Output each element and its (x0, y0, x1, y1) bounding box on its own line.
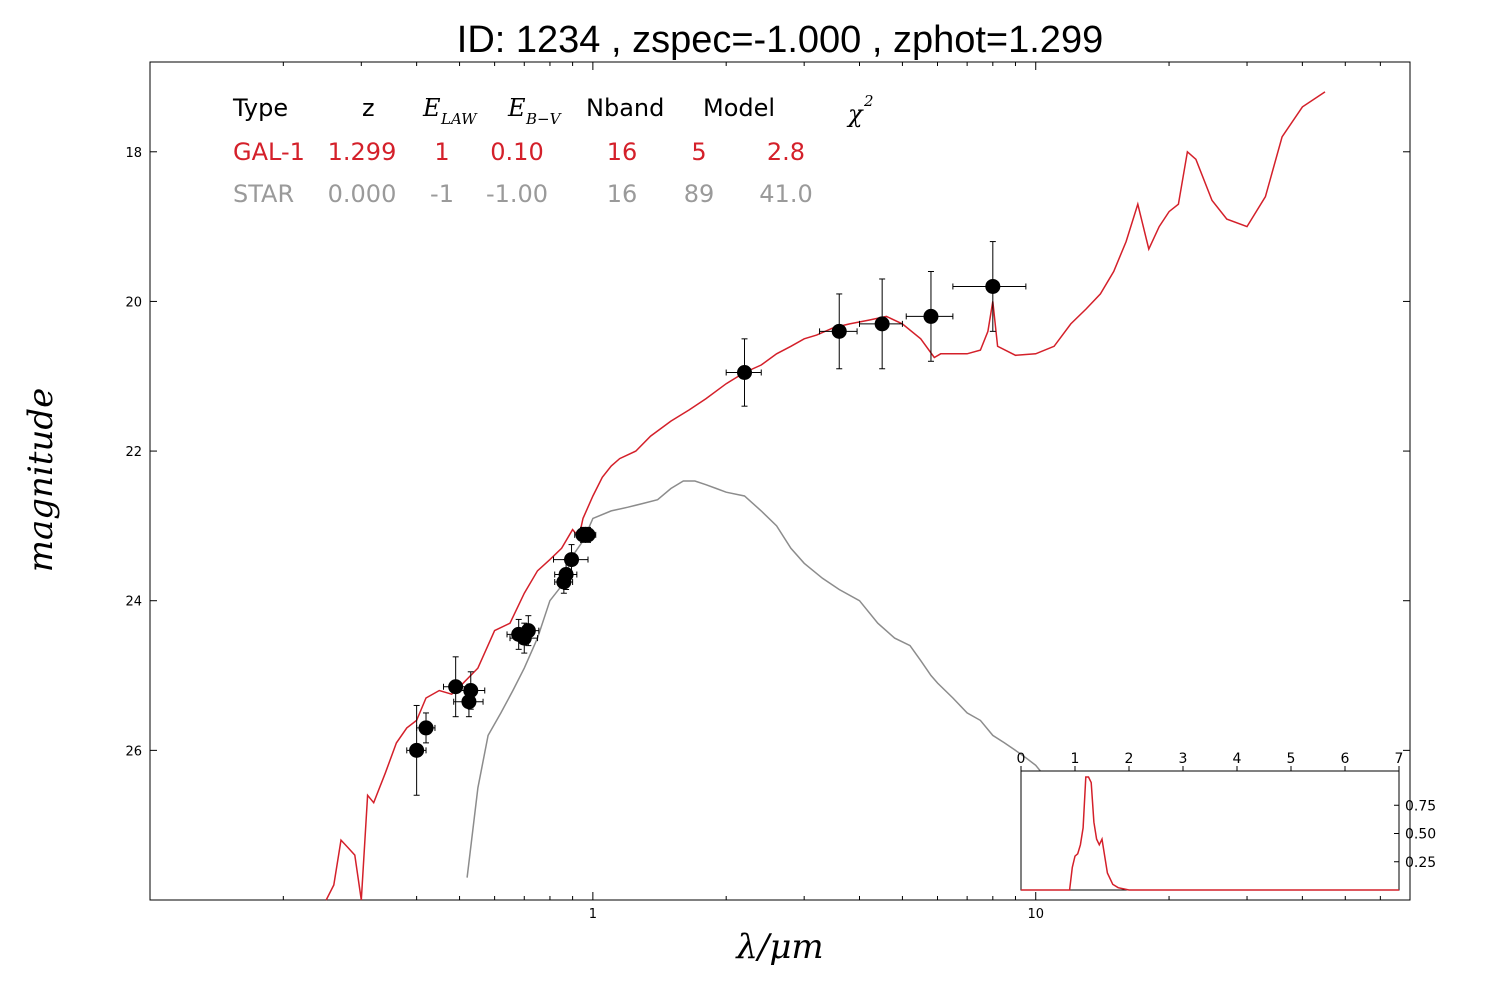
photometry-point (461, 694, 477, 710)
inset-x-tick-label: 0 (1017, 751, 1026, 767)
photometry-point (985, 278, 1001, 294)
photometry-point (874, 316, 890, 332)
inset-y-tick-label: 0.25 (1405, 855, 1436, 871)
table-header-z: z (362, 94, 375, 122)
table-cell-star: -1.00 (486, 180, 548, 208)
inset-x-tick-label: 7 (1395, 751, 1404, 767)
table-cell-star: 89 (684, 180, 715, 208)
x-axis-label: λ/μm (734, 927, 823, 967)
table-header-chi-exp: 2 (863, 92, 874, 110)
table-header-type: Type (232, 94, 288, 122)
table-cell-star: 41.0 (759, 180, 812, 208)
table-cell-star: 16 (607, 180, 638, 208)
galaxy-model-series (325, 91, 1326, 901)
table-cell-gal-1: 16 (607, 138, 638, 166)
fit-table-rows: GAL-1 1.299 1 0.10 16 5 2.8 STAR 0.000 -1 -1.00 16 8… (233, 138, 813, 208)
photometry-point (418, 720, 434, 736)
y-tick-label: 18 (125, 146, 142, 161)
table-header-chi: χ (846, 100, 864, 128)
table-cell-gal-1: GAL-1 (233, 138, 305, 166)
y-tick-label: 20 (125, 295, 142, 310)
inset-y-tick-label: 0.75 (1405, 798, 1436, 814)
plot-frame (149, 61, 1411, 901)
inset-x-tick-label: 5 (1287, 751, 1296, 767)
inset-x-tick-label: 3 (1179, 751, 1188, 767)
table-header-model: Model (703, 94, 775, 122)
table-cell-star: STAR (233, 180, 294, 208)
table-header-bv: B−V (525, 110, 563, 128)
inset-x-tick-label: 1 (1071, 751, 1080, 767)
table-header-e: E (422, 94, 441, 122)
photometry-point (520, 623, 536, 639)
inset-y-tick-label: 0.50 (1405, 827, 1436, 843)
star-model-line (466, 480, 1064, 878)
table-header-law: LAW (440, 110, 478, 128)
inset-x-tick-label: 2 (1125, 751, 1134, 767)
pdz-inset-ticks: 0 1 2 3 4 5 6 7 0.25 0.50 0.75 (1017, 751, 1437, 871)
table-cell-gal-1: 1.299 (328, 138, 397, 166)
x-tick-label: 10 (1027, 907, 1044, 922)
photometry-point (558, 567, 574, 583)
photometry-point (564, 552, 580, 568)
table-cell-gal-1: 5 (691, 138, 706, 166)
star-model-series (466, 480, 1064, 878)
photometry-point (737, 365, 753, 381)
x-tick-label: 1 (589, 907, 597, 922)
y-tick-label: 26 (125, 744, 142, 759)
photometry-point (831, 323, 847, 339)
chart-title: ID: 1234 , zspec=-1.000 , zphot=1.299 (457, 19, 1103, 61)
inset-x-tick-label: 4 (1233, 751, 1242, 767)
pdz-inset-frame (1020, 770, 1400, 891)
pdz-line (1021, 776, 1399, 891)
table-header-nband: Nband (586, 94, 664, 122)
photometry-point (923, 308, 939, 324)
y-tick-label: 22 (125, 445, 142, 460)
table-cell-star: -1 (430, 180, 454, 208)
y-tick-label: 24 (125, 595, 142, 610)
galaxy-model-line (325, 91, 1326, 901)
table-header-e2: E (507, 94, 526, 122)
photometry-point (409, 742, 425, 758)
table-cell-gal-1: 0.10 (490, 138, 543, 166)
photometry-point (580, 527, 596, 543)
inset-x-tick-label: 6 (1341, 751, 1350, 767)
table-cell-star: 0.000 (328, 180, 397, 208)
y-axis-label: magnitude (21, 388, 61, 573)
table-cell-gal-1: 1 (434, 138, 449, 166)
fit-table: Type z E LAW E B−V Nband Model χ 2 (232, 92, 874, 128)
table-cell-gal-1: 2.8 (767, 138, 805, 166)
photometry-points (406, 241, 1027, 796)
pdz-inset-curve (1021, 776, 1399, 891)
